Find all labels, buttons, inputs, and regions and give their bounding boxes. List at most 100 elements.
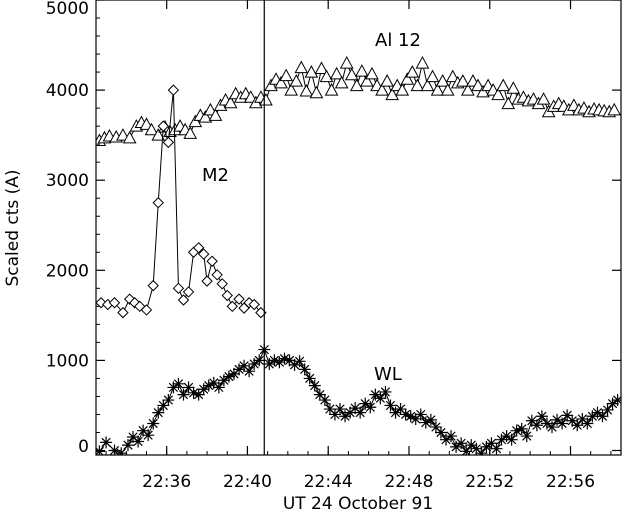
data-point-triangle <box>395 83 410 96</box>
data-point-asterisk <box>576 412 589 425</box>
data-point-asterisk <box>510 424 523 437</box>
data-point-triangle <box>264 78 278 92</box>
series-line-2 <box>98 348 618 454</box>
data-point-triangle <box>116 128 130 141</box>
data-point-asterisk <box>475 447 488 455</box>
data-point-triangle <box>536 92 551 105</box>
data-point-diamond <box>140 304 153 316</box>
data-point-triangle <box>430 83 445 96</box>
data-point-triangle <box>198 110 213 123</box>
data-point-triangle <box>344 67 359 81</box>
data-point-asterisk <box>217 374 230 387</box>
data-point-asterisk <box>500 430 513 443</box>
data-point-diamond <box>108 297 121 309</box>
data-point-asterisk <box>591 406 604 419</box>
data-point-diamond <box>182 286 195 298</box>
data-point-triangle <box>122 130 137 144</box>
data-point-triangle <box>223 95 238 109</box>
data-point-asterisk <box>152 406 165 419</box>
y-tick-label: 3000 <box>46 171 89 191</box>
data-point-triangle <box>455 74 470 87</box>
data-point-asterisk <box>490 442 503 455</box>
data-point-asterisk <box>192 388 205 401</box>
data-point-diamond <box>248 298 260 311</box>
data-point-triangle <box>501 96 516 110</box>
data-point-asterisk <box>187 386 200 399</box>
data-point-asterisk <box>551 413 564 426</box>
data-point-diamond <box>192 242 205 254</box>
data-point-triangle <box>339 56 354 69</box>
series-layer <box>96 56 621 455</box>
data-point-asterisk <box>596 410 609 423</box>
data-point-asterisk <box>586 410 599 423</box>
data-point-asterisk <box>233 363 246 376</box>
data-point-asterisk <box>389 406 402 419</box>
data-point-triangle <box>360 74 374 87</box>
x-tick-label: 22:56 <box>546 472 595 492</box>
data-point-asterisk <box>278 352 291 365</box>
data-point-triangle <box>259 92 273 106</box>
data-point-triangle <box>440 83 455 96</box>
x-tick-label: 22:48 <box>384 472 433 492</box>
data-point-triangle <box>151 128 166 141</box>
data-point-asterisk <box>202 379 215 392</box>
data-point-asterisk <box>313 388 326 401</box>
y-tick-label: 4000 <box>46 81 89 101</box>
data-point-asterisk <box>611 394 621 407</box>
data-point-asterisk <box>445 430 458 443</box>
data-point-asterisk <box>530 419 543 432</box>
data-point-triangle <box>405 65 420 78</box>
data-point-asterisk <box>566 414 579 427</box>
axis-ticks: 22:36 22:40 22:44 22:48 22:52 22:56 0 1000 2000 3… <box>46 0 621 492</box>
data-point-asterisk <box>404 410 417 423</box>
data-point-asterisk <box>505 433 518 446</box>
data-point-triangle <box>334 75 349 89</box>
data-point-triangle <box>365 66 379 80</box>
data-point-triangle <box>299 83 314 97</box>
data-point-triangle <box>289 74 304 87</box>
series-label-al12: Al 12 <box>375 30 421 51</box>
data-point-asterisk <box>374 392 387 405</box>
data-point-asterisk <box>515 422 528 435</box>
data-point-asterisk <box>495 433 508 446</box>
data-point-triangle <box>324 83 339 96</box>
data-point-diamond <box>197 248 210 260</box>
data-point-diamond <box>226 300 239 313</box>
data-point-triangle <box>445 69 460 83</box>
data-point-asterisk <box>480 440 493 453</box>
data-point-asterisk <box>379 385 392 398</box>
data-point-asterisk <box>399 408 412 421</box>
data-point-triangle <box>208 108 223 121</box>
data-point-triangle <box>420 78 435 92</box>
data-point-asterisk <box>137 424 150 437</box>
data-point-triangle <box>607 102 621 116</box>
data-point-asterisk <box>157 399 170 412</box>
data-point-triangle <box>491 87 506 101</box>
data-point-diamond <box>233 293 245 305</box>
data-point-triangle <box>461 83 475 96</box>
data-point-asterisk <box>308 379 321 392</box>
data-point-triangle <box>314 61 329 74</box>
data-point-asterisk <box>167 381 180 394</box>
data-point-asterisk <box>132 435 145 448</box>
data-point-asterisk <box>147 417 160 430</box>
data-point-diamond <box>177 294 190 306</box>
data-point-asterisk <box>253 354 266 367</box>
data-point-asterisk <box>212 381 225 394</box>
data-point-asterisk <box>263 358 276 370</box>
data-point-diamond <box>117 306 129 319</box>
data-point-triangle <box>506 81 521 94</box>
data-point-asterisk <box>248 358 261 370</box>
data-point-asterisk <box>115 447 128 455</box>
x-tick-label: 22:52 <box>465 472 514 492</box>
data-point-asterisk <box>182 381 195 394</box>
data-point-asterisk <box>414 408 427 421</box>
data-point-triangle <box>294 60 309 74</box>
data-point-asterisk <box>222 370 235 383</box>
data-point-asterisk <box>520 430 533 443</box>
data-point-asterisk <box>455 437 468 450</box>
data-point-asterisk <box>293 355 306 368</box>
data-point-asterisk <box>172 377 185 390</box>
data-point-asterisk <box>121 439 134 452</box>
